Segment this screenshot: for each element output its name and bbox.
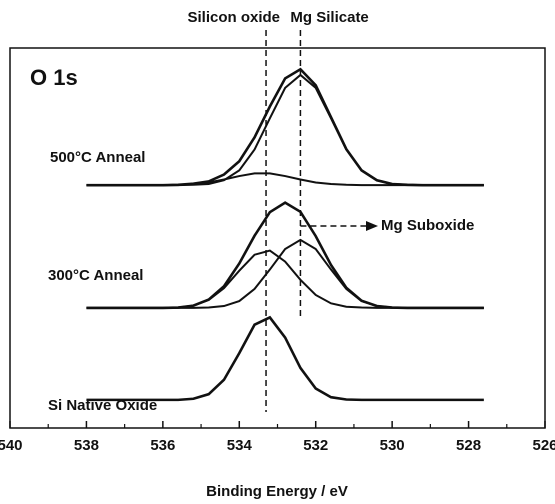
- x-tick-label: 528: [456, 437, 481, 454]
- spectrum-line: [86, 249, 484, 309]
- panel-label: O 1s: [30, 65, 78, 90]
- annotation-label: Mg Silicate: [290, 9, 368, 26]
- series-label: Si Native Oxide: [48, 397, 157, 414]
- x-tick-label: 534: [227, 437, 253, 454]
- spectrum-line: [86, 238, 484, 309]
- series-label: 300°C Anneal: [48, 267, 143, 284]
- x-tick-label: 530: [380, 437, 405, 454]
- x-tick-label: 526: [532, 437, 555, 454]
- spectrum-line: [86, 73, 484, 187]
- spectrum-line: [86, 315, 484, 402]
- arrow-head: [366, 221, 378, 231]
- x-tick-label: 538: [74, 437, 99, 454]
- series-label: 500°C Anneal: [50, 149, 145, 166]
- x-axis-title: Binding Energy / eV: [206, 483, 348, 500]
- annotation-label: Mg Suboxide: [381, 217, 474, 234]
- x-tick-label: 536: [150, 437, 175, 454]
- x-tick-label: 540: [0, 437, 23, 454]
- annotation-label: Silicon oxide: [188, 9, 281, 26]
- spectrum-line: [86, 172, 484, 187]
- x-tick-label: 532: [303, 437, 328, 454]
